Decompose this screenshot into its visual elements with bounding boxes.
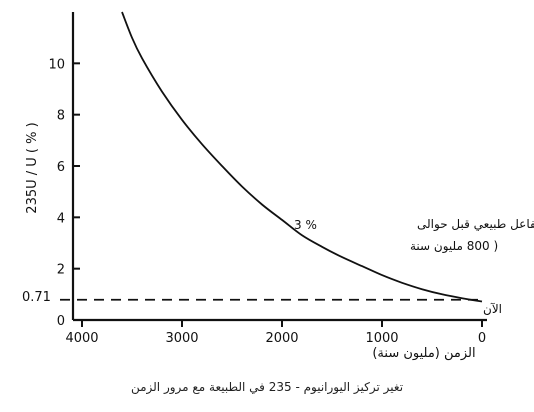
annotation-percent: 3 % <box>294 218 317 232</box>
y-axis-label: 235U / U ( % ) <box>25 122 40 213</box>
series-line-u235 <box>121 11 483 303</box>
tick-labels: 4000 3000 2000 1000 0 0 2 4 6 8 10 <box>48 57 486 346</box>
y-tick-label: 4 <box>57 211 65 226</box>
x-axis-label: الزمن (مليون سنة) <box>372 346 475 361</box>
figure-caption: تغير تركيز اليورانيوم - 235 في الطبيعة م… <box>130 380 404 394</box>
y-tick-label: 8 <box>57 109 65 124</box>
y-tick-label: 6 <box>57 160 65 175</box>
y-tick-label: 10 <box>48 57 65 72</box>
x-tick-label: 2000 <box>265 331 298 346</box>
y-tick-label: 0 <box>57 314 65 329</box>
x-tick-label: 1000 <box>365 331 398 346</box>
ticks <box>73 62 483 327</box>
annotation-years: ( 800 مليون سنة <box>410 239 498 254</box>
x-tick-label: 4000 <box>65 331 98 346</box>
axes <box>71 12 487 322</box>
y-tick-label: 2 <box>57 263 65 278</box>
x-tick-label: 3000 <box>165 331 198 346</box>
annotation-now: الآن <box>483 302 502 316</box>
x-tick-label: 0 <box>478 331 486 346</box>
reference-label: 0.71 <box>22 290 51 305</box>
annotation-reactor: * مفاعل طبيعي قبل حوالى <box>417 217 534 232</box>
